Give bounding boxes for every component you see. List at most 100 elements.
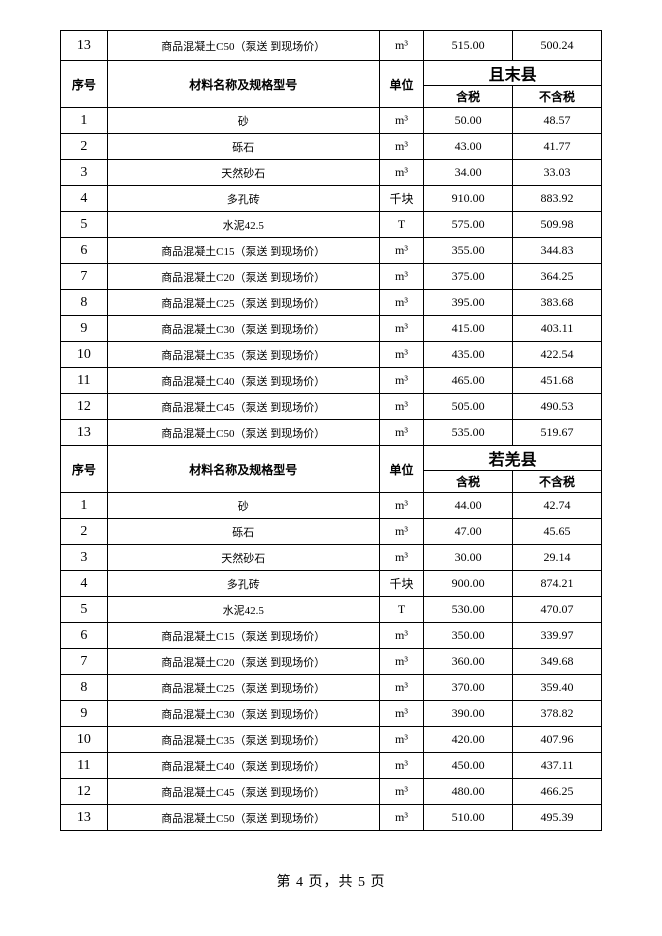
notax-price: 490.53 bbox=[513, 394, 602, 420]
row-index: 8 bbox=[61, 675, 108, 701]
row-index: 11 bbox=[61, 753, 108, 779]
table-row: 3天然砂石m³30.0029.14 bbox=[61, 545, 602, 571]
row-index: 5 bbox=[61, 212, 108, 238]
unit-cell: m³ bbox=[379, 134, 423, 160]
table-row: 11商品混凝土C40（泵送 到现场价）m³465.00451.68 bbox=[61, 368, 602, 394]
notax-price: 349.68 bbox=[513, 649, 602, 675]
region-name: 且末县 bbox=[424, 61, 602, 86]
material-name: 水泥42.5 bbox=[107, 597, 379, 623]
table-row: 11商品混凝土C40（泵送 到现场价）m³450.00437.11 bbox=[61, 753, 602, 779]
notax-price: 422.54 bbox=[513, 342, 602, 368]
notax-price: 344.83 bbox=[513, 238, 602, 264]
table-row: 1砂m³44.0042.74 bbox=[61, 493, 602, 519]
table-row: 6商品混凝土C15（泵送 到现场价）m³355.00344.83 bbox=[61, 238, 602, 264]
material-name: 商品混凝土C25（泵送 到现场价） bbox=[107, 675, 379, 701]
table-row: 10商品混凝土C35（泵送 到现场价）m³435.00422.54 bbox=[61, 342, 602, 368]
material-name: 商品混凝土C50（泵送 到现场价） bbox=[107, 31, 379, 61]
tax-price: 43.00 bbox=[424, 134, 513, 160]
col-header-name: 材料名称及规格型号 bbox=[107, 446, 379, 493]
unit-cell: m³ bbox=[379, 238, 423, 264]
notax-price: 470.07 bbox=[513, 597, 602, 623]
col-header-notax: 不含税 bbox=[513, 471, 602, 493]
col-header-tax: 含税 bbox=[424, 86, 513, 108]
table-row: 7商品混凝土C20（泵送 到现场价）m³375.00364.25 bbox=[61, 264, 602, 290]
row-index: 1 bbox=[61, 493, 108, 519]
col-header-name: 材料名称及规格型号 bbox=[107, 61, 379, 108]
unit-cell: m³ bbox=[379, 727, 423, 753]
table-row: 2砾石m³47.0045.65 bbox=[61, 519, 602, 545]
table-row: 12商品混凝土C45（泵送 到现场价）m³505.00490.53 bbox=[61, 394, 602, 420]
row-index: 7 bbox=[61, 649, 108, 675]
material-name: 商品混凝土C15（泵送 到现场价） bbox=[107, 238, 379, 264]
notax-price: 437.11 bbox=[513, 753, 602, 779]
unit-cell: m³ bbox=[379, 290, 423, 316]
row-index: 13 bbox=[61, 420, 108, 446]
tax-price: 420.00 bbox=[424, 727, 513, 753]
notax-price: 378.82 bbox=[513, 701, 602, 727]
notax-price: 45.65 bbox=[513, 519, 602, 545]
unit-cell: m³ bbox=[379, 108, 423, 134]
material-name: 商品混凝土C15（泵送 到现场价） bbox=[107, 623, 379, 649]
notax-price: 495.39 bbox=[513, 805, 602, 831]
col-header-unit: 单位 bbox=[379, 446, 423, 493]
tax-price: 360.00 bbox=[424, 649, 513, 675]
material-name: 商品混凝土C50（泵送 到现场价） bbox=[107, 420, 379, 446]
table-row: 9商品混凝土C30（泵送 到现场价）m³390.00378.82 bbox=[61, 701, 602, 727]
material-name: 商品混凝土C20（泵送 到现场价） bbox=[107, 649, 379, 675]
table-row: 9商品混凝土C30（泵送 到现场价）m³415.00403.11 bbox=[61, 316, 602, 342]
table-row: 12商品混凝土C45（泵送 到现场价）m³480.00466.25 bbox=[61, 779, 602, 805]
material-name: 砾石 bbox=[107, 134, 379, 160]
col-header-tax: 含税 bbox=[424, 471, 513, 493]
notax-price: 359.40 bbox=[513, 675, 602, 701]
col-header-notax: 不含税 bbox=[513, 86, 602, 108]
row-index: 3 bbox=[61, 160, 108, 186]
table-row: 7商品混凝土C20（泵送 到现场价）m³360.00349.68 bbox=[61, 649, 602, 675]
material-name: 天然砂石 bbox=[107, 545, 379, 571]
row-index: 9 bbox=[61, 316, 108, 342]
row-index: 10 bbox=[61, 342, 108, 368]
row-index: 1 bbox=[61, 108, 108, 134]
tax-price: 535.00 bbox=[424, 420, 513, 446]
tax-price: 375.00 bbox=[424, 264, 513, 290]
material-name: 天然砂石 bbox=[107, 160, 379, 186]
unit-cell: m³ bbox=[379, 753, 423, 779]
tax-price: 350.00 bbox=[424, 623, 513, 649]
notax-price: 407.96 bbox=[513, 727, 602, 753]
unit-cell: m³ bbox=[379, 623, 423, 649]
row-index: 7 bbox=[61, 264, 108, 290]
row-index: 6 bbox=[61, 238, 108, 264]
tax-price: 480.00 bbox=[424, 779, 513, 805]
tax-price: 34.00 bbox=[424, 160, 513, 186]
tax-price: 50.00 bbox=[424, 108, 513, 134]
unit-cell: 千块 bbox=[379, 571, 423, 597]
material-name: 商品混凝土C40（泵送 到现场价） bbox=[107, 368, 379, 394]
table-row: 1砂m³50.0048.57 bbox=[61, 108, 602, 134]
unit-cell: m³ bbox=[379, 545, 423, 571]
price-table: 13 商品混凝土C50（泵送 到现场价） m³ 515.00 500.24 序号… bbox=[60, 30, 602, 831]
table-row: 13商品混凝土C50（泵送 到现场价）m³535.00519.67 bbox=[61, 420, 602, 446]
unit-cell: m³ bbox=[379, 805, 423, 831]
tax-price: 900.00 bbox=[424, 571, 513, 597]
material-name: 水泥42.5 bbox=[107, 212, 379, 238]
tax-price: 450.00 bbox=[424, 753, 513, 779]
row-index: 11 bbox=[61, 368, 108, 394]
unit-cell: m³ bbox=[379, 31, 423, 61]
material-name: 商品混凝土C35（泵送 到现场价） bbox=[107, 342, 379, 368]
table-row: 3天然砂石m³34.0033.03 bbox=[61, 160, 602, 186]
unit-cell: m³ bbox=[379, 160, 423, 186]
row-index: 13 bbox=[61, 805, 108, 831]
material-name: 商品混凝土C45（泵送 到现场价） bbox=[107, 394, 379, 420]
row-index: 4 bbox=[61, 571, 108, 597]
section-header-row: 序号材料名称及规格型号单位若羌县 bbox=[61, 446, 602, 471]
table-row: 5水泥42.5T530.00470.07 bbox=[61, 597, 602, 623]
tax-price: 575.00 bbox=[424, 212, 513, 238]
notax-price: 451.68 bbox=[513, 368, 602, 394]
notax-price: 466.25 bbox=[513, 779, 602, 805]
col-header-index: 序号 bbox=[61, 446, 108, 493]
row-index: 4 bbox=[61, 186, 108, 212]
notax-price: 509.98 bbox=[513, 212, 602, 238]
row-index: 10 bbox=[61, 727, 108, 753]
section-header-row: 序号 材料名称及规格型号 单位 且末县 bbox=[61, 61, 602, 86]
unit-cell: m³ bbox=[379, 649, 423, 675]
material-name: 砂 bbox=[107, 493, 379, 519]
